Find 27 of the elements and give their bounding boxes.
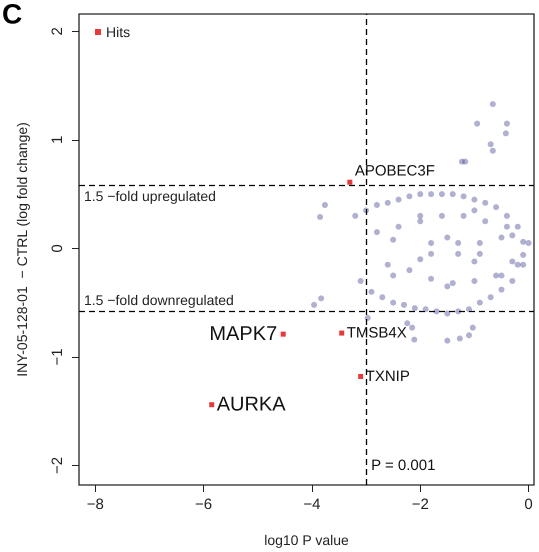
annotation: TXNIP <box>366 368 410 385</box>
y-tick-label: 1 <box>49 136 66 144</box>
y-axis-title: INY-05-128-01 − CTRL (log fold change) <box>14 122 30 377</box>
point <box>280 332 286 337</box>
annotation: APOBEC3F <box>354 162 435 180</box>
legend-label: Hits <box>106 24 130 40</box>
y-tick-label: −1 <box>49 348 66 366</box>
x-tick-label: −4 <box>303 496 320 513</box>
point <box>358 374 364 379</box>
point <box>347 180 352 185</box>
annotation: MAPK7 <box>209 323 278 346</box>
annotation: TMSB4X <box>346 324 407 342</box>
x-axis-title: log10 P value <box>264 532 350 548</box>
ref-line-label: 1.5 −fold upregulated <box>84 188 216 204</box>
x-tick-label: 0 <box>524 496 533 513</box>
point <box>209 402 214 408</box>
y-tick-label: −2 <box>49 456 66 474</box>
x-tick-label: −8 <box>86 496 104 513</box>
x-tick-label: −6 <box>195 496 212 513</box>
point <box>339 330 344 336</box>
text: C <box>2 0 22 30</box>
x-tick-label: −2 <box>412 496 429 513</box>
annotation: P = 0.001 <box>371 456 436 474</box>
ref-line-label: 1.5 −fold downregulated <box>84 292 234 308</box>
y-tick-label: 0 <box>49 244 66 253</box>
y-tick-label: 2 <box>49 27 66 36</box>
annotation: AURKA <box>216 394 286 416</box>
